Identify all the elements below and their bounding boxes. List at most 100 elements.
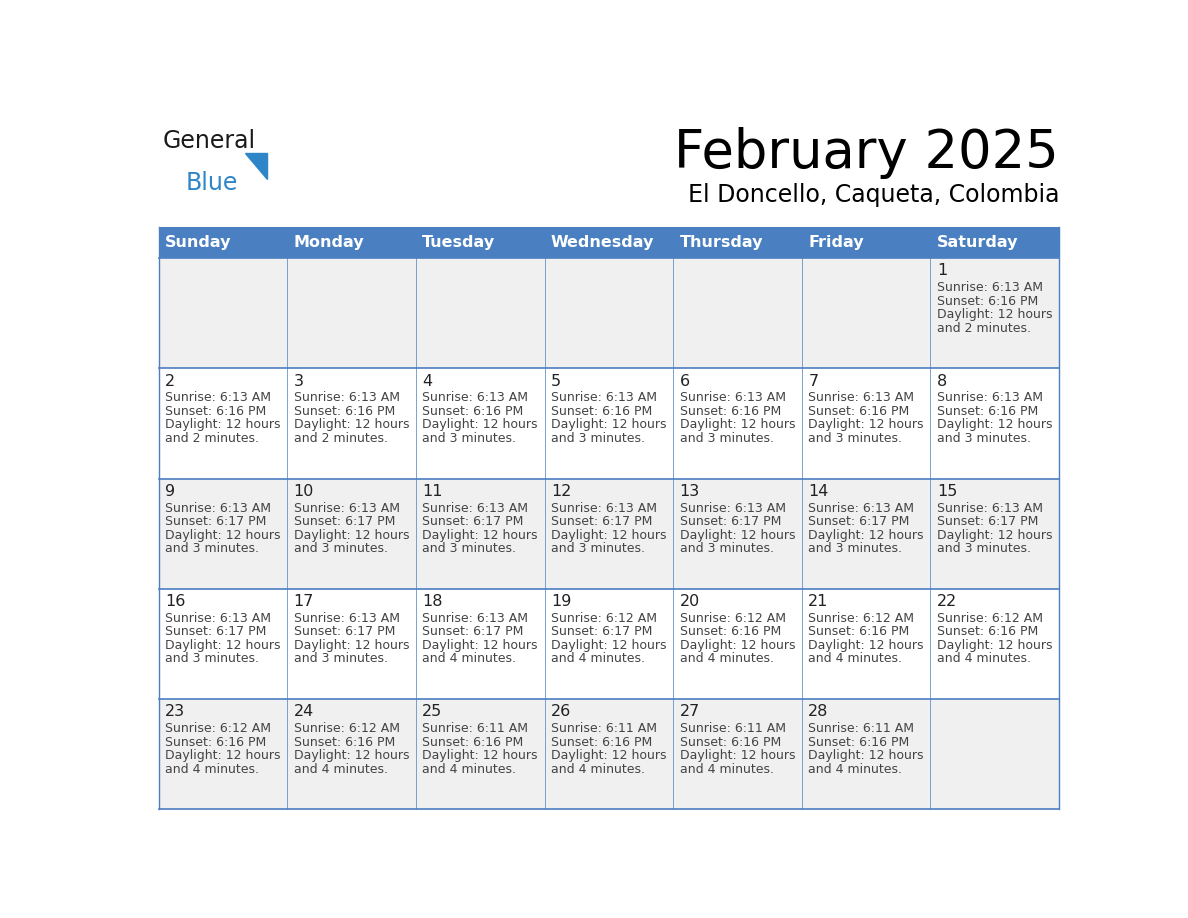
Bar — [287, 699, 416, 810]
Bar — [802, 699, 930, 810]
Bar — [544, 258, 674, 368]
Text: Sunset: 6:16 PM: Sunset: 6:16 PM — [680, 625, 781, 638]
Bar — [287, 368, 416, 478]
Text: Daylight: 12 hours: Daylight: 12 hours — [165, 419, 280, 431]
Text: Sunset: 6:16 PM: Sunset: 6:16 PM — [551, 735, 652, 749]
Text: 7: 7 — [808, 374, 819, 388]
Text: Sunrise: 6:11 AM: Sunrise: 6:11 AM — [808, 722, 915, 735]
Bar — [287, 588, 416, 699]
Text: Daylight: 12 hours: Daylight: 12 hours — [293, 749, 409, 762]
Text: Daylight: 12 hours: Daylight: 12 hours — [422, 419, 538, 431]
Bar — [802, 478, 930, 588]
Text: Daylight: 12 hours: Daylight: 12 hours — [165, 639, 280, 652]
Text: Daylight: 12 hours: Daylight: 12 hours — [293, 529, 409, 542]
Text: and 3 minutes.: and 3 minutes. — [937, 431, 1031, 445]
Text: Friday: Friday — [808, 235, 864, 250]
Text: Daylight: 12 hours: Daylight: 12 hours — [293, 639, 409, 652]
Text: Sunrise: 6:13 AM: Sunrise: 6:13 AM — [293, 612, 399, 625]
Text: Sunrise: 6:13 AM: Sunrise: 6:13 AM — [165, 501, 271, 515]
Text: Sunrise: 6:13 AM: Sunrise: 6:13 AM — [937, 501, 1043, 515]
Text: Sunset: 6:16 PM: Sunset: 6:16 PM — [680, 405, 781, 418]
Bar — [158, 588, 287, 699]
Text: and 4 minutes.: and 4 minutes. — [680, 653, 773, 666]
Text: Sunrise: 6:13 AM: Sunrise: 6:13 AM — [422, 501, 529, 515]
Text: 4: 4 — [422, 374, 432, 388]
Text: Sunset: 6:16 PM: Sunset: 6:16 PM — [808, 735, 910, 749]
Text: 24: 24 — [293, 704, 314, 720]
Text: Daylight: 12 hours: Daylight: 12 hours — [551, 749, 666, 762]
Bar — [930, 368, 1060, 478]
Bar — [674, 588, 802, 699]
Text: Daylight: 12 hours: Daylight: 12 hours — [808, 419, 924, 431]
Text: Daylight: 12 hours: Daylight: 12 hours — [165, 529, 280, 542]
Text: Saturday: Saturday — [937, 235, 1018, 250]
Text: Sunrise: 6:13 AM: Sunrise: 6:13 AM — [551, 391, 657, 404]
Text: Sunrise: 6:13 AM: Sunrise: 6:13 AM — [937, 281, 1043, 294]
Bar — [930, 227, 1060, 258]
Text: and 3 minutes.: and 3 minutes. — [293, 542, 387, 555]
Text: 1: 1 — [937, 263, 947, 278]
Bar — [416, 258, 544, 368]
Text: and 3 minutes.: and 3 minutes. — [680, 542, 773, 555]
Text: and 4 minutes.: and 4 minutes. — [808, 653, 902, 666]
Bar — [674, 478, 802, 588]
Text: Sunrise: 6:12 AM: Sunrise: 6:12 AM — [808, 612, 915, 625]
Text: Sunrise: 6:13 AM: Sunrise: 6:13 AM — [680, 391, 785, 404]
Text: and 3 minutes.: and 3 minutes. — [808, 542, 902, 555]
Text: Sunrise: 6:13 AM: Sunrise: 6:13 AM — [165, 391, 271, 404]
Text: and 3 minutes.: and 3 minutes. — [293, 653, 387, 666]
Text: Sunrise: 6:13 AM: Sunrise: 6:13 AM — [937, 391, 1043, 404]
Bar — [930, 478, 1060, 588]
Bar — [544, 478, 674, 588]
Text: 2: 2 — [165, 374, 175, 388]
Text: Sunday: Sunday — [165, 235, 232, 250]
Text: Sunrise: 6:13 AM: Sunrise: 6:13 AM — [293, 501, 399, 515]
Text: Tuesday: Tuesday — [422, 235, 495, 250]
Text: Daylight: 12 hours: Daylight: 12 hours — [680, 529, 795, 542]
Bar — [674, 227, 802, 258]
Text: and 4 minutes.: and 4 minutes. — [680, 763, 773, 776]
Text: and 3 minutes.: and 3 minutes. — [551, 542, 645, 555]
Text: and 4 minutes.: and 4 minutes. — [422, 653, 517, 666]
Text: and 3 minutes.: and 3 minutes. — [422, 431, 517, 445]
Text: and 4 minutes.: and 4 minutes. — [937, 653, 1031, 666]
Text: Sunset: 6:17 PM: Sunset: 6:17 PM — [165, 625, 266, 638]
Polygon shape — [246, 152, 267, 179]
Text: Sunset: 6:17 PM: Sunset: 6:17 PM — [422, 625, 524, 638]
Text: Sunrise: 6:11 AM: Sunrise: 6:11 AM — [551, 722, 657, 735]
Text: Sunset: 6:16 PM: Sunset: 6:16 PM — [937, 295, 1038, 308]
Text: and 4 minutes.: and 4 minutes. — [551, 763, 645, 776]
Bar — [544, 368, 674, 478]
Text: Sunrise: 6:13 AM: Sunrise: 6:13 AM — [551, 501, 657, 515]
Bar — [930, 588, 1060, 699]
Text: Sunset: 6:16 PM: Sunset: 6:16 PM — [680, 735, 781, 749]
Text: Sunset: 6:16 PM: Sunset: 6:16 PM — [293, 405, 394, 418]
Text: Sunrise: 6:12 AM: Sunrise: 6:12 AM — [165, 722, 271, 735]
Text: 27: 27 — [680, 704, 700, 720]
Text: 25: 25 — [422, 704, 443, 720]
Text: Sunset: 6:17 PM: Sunset: 6:17 PM — [808, 515, 910, 528]
Bar — [674, 699, 802, 810]
Bar — [930, 699, 1060, 810]
Text: and 3 minutes.: and 3 minutes. — [422, 542, 517, 555]
Text: 12: 12 — [551, 484, 571, 498]
Text: 18: 18 — [422, 594, 443, 610]
Text: February 2025: February 2025 — [675, 127, 1060, 179]
Text: Daylight: 12 hours: Daylight: 12 hours — [551, 419, 666, 431]
Text: Sunset: 6:16 PM: Sunset: 6:16 PM — [808, 625, 910, 638]
Text: and 3 minutes.: and 3 minutes. — [165, 653, 259, 666]
Text: Sunset: 6:16 PM: Sunset: 6:16 PM — [551, 405, 652, 418]
Bar — [930, 258, 1060, 368]
Text: and 4 minutes.: and 4 minutes. — [551, 653, 645, 666]
Text: 21: 21 — [808, 594, 829, 610]
Text: Sunset: 6:17 PM: Sunset: 6:17 PM — [293, 625, 396, 638]
Bar — [544, 699, 674, 810]
Text: Daylight: 12 hours: Daylight: 12 hours — [808, 749, 924, 762]
Text: 6: 6 — [680, 374, 690, 388]
Text: 15: 15 — [937, 484, 958, 498]
Bar — [416, 368, 544, 478]
Text: Sunrise: 6:11 AM: Sunrise: 6:11 AM — [680, 722, 785, 735]
Text: Sunset: 6:17 PM: Sunset: 6:17 PM — [422, 515, 524, 528]
Text: 3: 3 — [293, 374, 304, 388]
Text: Daylight: 12 hours: Daylight: 12 hours — [808, 639, 924, 652]
